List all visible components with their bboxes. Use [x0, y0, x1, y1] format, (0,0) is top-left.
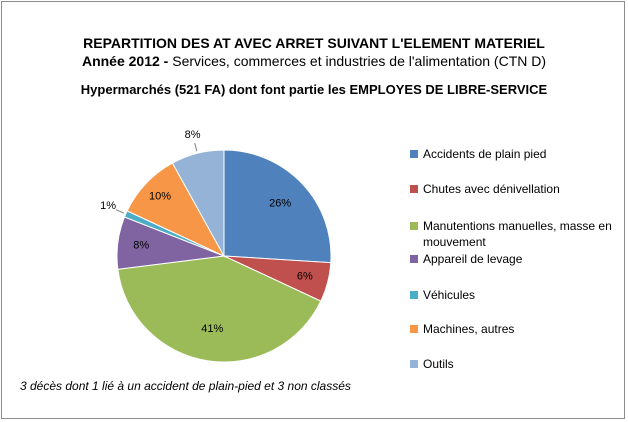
pie-label-vehicules: 1% [100, 200, 116, 212]
pie-label-accidents-plain-pied: 26% [269, 198, 291, 210]
pie-slices [116, 149, 332, 363]
legend-label: Chutes avec dénivellation [423, 182, 560, 196]
pie-slice-outils [171, 149, 225, 258]
legend-item-appareil-levage: Appareil de levage [410, 251, 615, 267]
pie-slice-manutentions-manuelles [117, 255, 322, 363]
legend-label: Accidents de plain pied [423, 147, 547, 161]
pie-label-appareil-levage: 8% [133, 240, 149, 252]
legend-swatch [410, 325, 418, 333]
legend-swatch [410, 291, 418, 299]
legend-label: Manutentions manuelles, masse en mouveme… [423, 219, 612, 249]
chart-year-label: Année 2012 [81, 53, 160, 69]
legend-swatch [410, 150, 418, 158]
legend-label: Machines, autres [423, 322, 515, 336]
pie-label-manutentions-manuelles: 41% [201, 323, 223, 335]
chart-year-scope-line: Année 2012 - Services, commerces et indu… [0, 53, 628, 69]
legend-item-chutes-denivellation: Chutes avec dénivellation [410, 181, 615, 197]
legend-swatch [410, 255, 418, 263]
pie-label-chutes-denivellation: 6% [297, 270, 313, 282]
legend-item-accidents-plain-pied: Accidents de plain pied [410, 146, 615, 162]
pie-data-labels: 26% 6% 41% 8% 1% 10% 8% [100, 129, 313, 335]
pie-label-machines-autres: 10% [149, 190, 171, 202]
legend-item-manutentions-manuelles: Manutentions manuelles, masse en mouveme… [410, 218, 615, 250]
pie-slice-accidents-plain-pied [223, 149, 332, 264]
chart-footnote: 3 décès dont 1 lié à un accident de plai… [20, 379, 351, 393]
legend-label: Véhicules [423, 288, 476, 302]
pie-leader-line [115, 209, 125, 214]
pie-leader-lines [115, 142, 198, 214]
pie-leader-line [194, 142, 198, 152]
legend-item-machines-autres: Machines, autres [410, 321, 615, 337]
legend-label: Appareil de levage [423, 252, 523, 266]
pie-label-outils: 8% [185, 129, 201, 141]
chart-subtitle: Hypermarchés (521 FA) dont font partie l… [80, 82, 548, 97]
chart-scope-label: Services, commerces et industries de l'a… [172, 53, 547, 69]
legend-item-outils: Outils [410, 356, 615, 372]
legend-swatch [410, 360, 418, 368]
legend-label: Outils [423, 357, 454, 371]
legend-item-vehicules: Véhicules [410, 287, 615, 303]
legend-swatch [410, 185, 418, 193]
chart-title: REPARTITION DES AT AVEC ARRET SUIVANT L'… [83, 35, 545, 51]
legend-swatch [410, 222, 418, 230]
chart-year-separator: - [159, 53, 173, 69]
